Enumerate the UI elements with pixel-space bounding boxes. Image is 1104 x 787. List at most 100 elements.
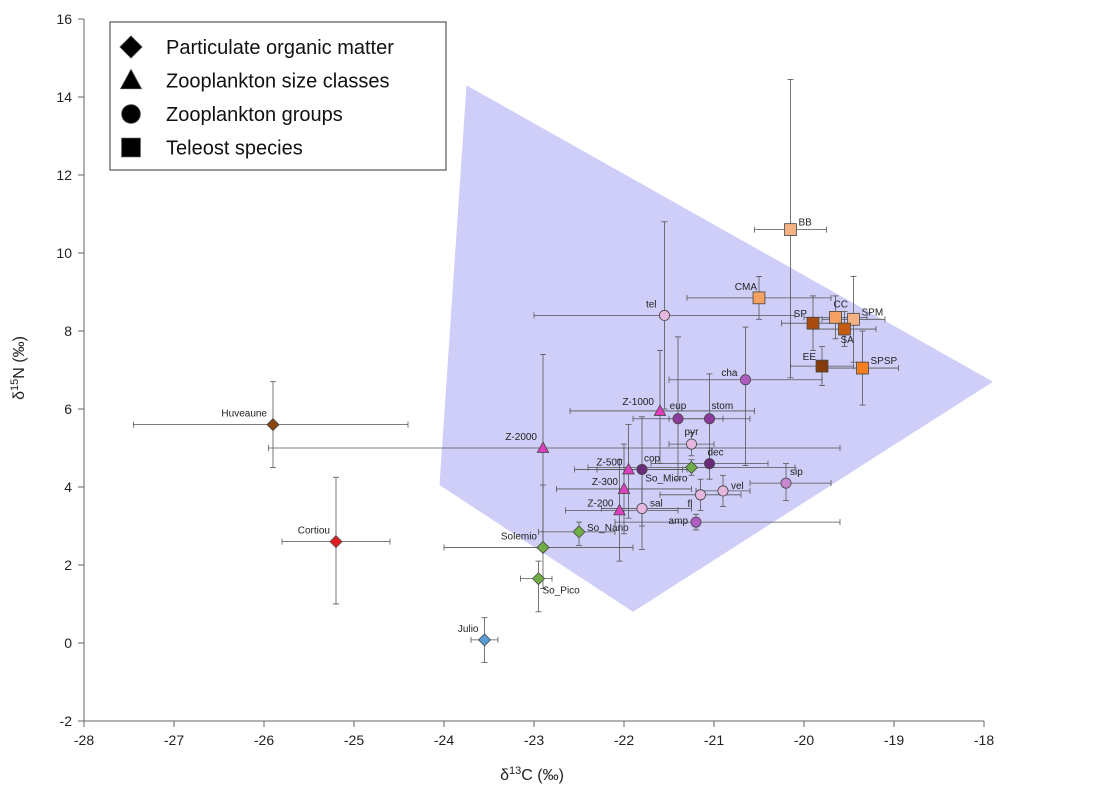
y-tick-label: 4 [64, 479, 72, 495]
point-label: So_Nano [587, 523, 629, 534]
legend-box [109, 21, 447, 171]
point-stom [704, 413, 716, 425]
point-z-2000 [536, 441, 550, 453]
point-spsp [856, 361, 869, 375]
point-bb [784, 223, 797, 236]
point-label: EE [803, 352, 817, 363]
point-z-200 [613, 503, 626, 516]
point-so-micro [684, 460, 699, 475]
point-label: cop [644, 453, 661, 464]
point-label: Z-300 [592, 477, 619, 488]
y-axis-title: δ15N (‰) [9, 336, 28, 400]
x-tick-label: -23 [524, 732, 544, 748]
point-z-300 [617, 482, 631, 494]
legend-diamond-icon [119, 35, 143, 59]
point-label: Solemio [501, 531, 538, 542]
y-tick-label: 2 [64, 557, 72, 573]
point-label: vel [731, 481, 744, 492]
point-label: So_Pico [543, 586, 581, 597]
legend-triangle-icon [119, 68, 143, 90]
point-label: tel [646, 299, 657, 310]
x-tick-label: -28 [74, 732, 94, 748]
overlap-region [439, 85, 993, 612]
point-label: CMA [735, 282, 758, 293]
x-tick-label: -24 [434, 732, 454, 748]
point-dec [704, 458, 716, 470]
point-cma [752, 291, 766, 305]
point-fl [695, 489, 707, 501]
x-tick-label: -20 [794, 732, 814, 748]
point-cop [636, 463, 648, 475]
point-z-1000 [653, 404, 667, 416]
point-label: Z-2000 [505, 432, 537, 443]
point-label: BB [799, 218, 813, 229]
point-vel [717, 485, 729, 497]
point-label: amp [669, 516, 689, 527]
point-z-500 [622, 462, 635, 475]
point-so-nano [572, 525, 586, 539]
point-label: SA [841, 335, 855, 346]
point-label: Z-200 [587, 498, 614, 509]
x-tick-label: -27 [164, 732, 184, 748]
point-label: Z-500 [596, 457, 623, 468]
y-tick-label: 0 [64, 635, 72, 651]
point-labels-layer: Huveaune Cortiou Julio So_Pico Solemio So_Nan… [221, 218, 897, 635]
point-solemio [536, 540, 550, 555]
x-tick-label: -22 [614, 732, 634, 748]
x-tick-label: -18 [974, 732, 994, 748]
y-tick-label: 10 [56, 245, 72, 261]
axes-layer: -28 -27 -26 -25 -24 -23 -22 -21 -20 -19 -18-202468… [56, 11, 994, 748]
legend: Particulate organic matter Zooplankton si… [109, 21, 447, 171]
point-sp [806, 316, 820, 330]
legend-label: Zooplankton size classes [166, 71, 389, 93]
legend-square-icon [121, 137, 141, 158]
point-sa [838, 322, 851, 336]
x-tick-label: -21 [704, 732, 724, 748]
region-layer [439, 85, 993, 612]
point-label: fl [688, 499, 693, 510]
point-eup [672, 413, 684, 425]
point-sal [636, 502, 648, 514]
y-tick-label: 14 [56, 89, 72, 105]
point-amp [690, 516, 702, 528]
y-tick-label: -2 [60, 713, 73, 729]
point-label: So_Micro [645, 474, 688, 485]
point-cha [740, 374, 752, 386]
point-label: CC [834, 299, 848, 310]
points-layer [266, 223, 869, 647]
point-label: Cortiou [298, 526, 330, 537]
legend-label: Zooplankton groups [166, 104, 343, 126]
point-ee [815, 359, 829, 373]
point-label: stom [712, 401, 734, 412]
point-cc [829, 310, 842, 324]
legend-label: Teleost species [166, 138, 303, 160]
point-label: sip [790, 467, 803, 478]
point-spm [847, 312, 860, 326]
point-label: pyr [685, 427, 700, 438]
point-label: eup [670, 401, 687, 412]
y-tick-label: 12 [56, 167, 72, 183]
point-pyr [686, 438, 698, 450]
legend-label: Particulate organic matter [166, 37, 394, 59]
x-tick-label: -26 [254, 732, 274, 748]
point-label: SP [794, 309, 808, 320]
point-cortiou [329, 535, 343, 549]
point-huveaune [266, 418, 280, 432]
point-label: SPSP [871, 356, 898, 367]
point-julio [477, 633, 492, 647]
legend-circle-icon [121, 104, 141, 124]
x-tick-label: -19 [884, 732, 904, 748]
point-label: Huveaune [221, 409, 267, 420]
point-label: SPM [862, 307, 884, 318]
point-tel [659, 309, 671, 321]
y-tick-label: 8 [64, 323, 72, 339]
point-label: cha [721, 368, 738, 379]
y-tick-label: 6 [64, 401, 72, 417]
point-label: Z-1000 [622, 397, 654, 408]
point-sip [780, 477, 792, 489]
x-axis-title: δ13C (‰) [500, 765, 564, 784]
x-tick-label: -25 [344, 732, 364, 748]
point-label: dec [708, 448, 724, 459]
point-label: sal [650, 498, 663, 509]
